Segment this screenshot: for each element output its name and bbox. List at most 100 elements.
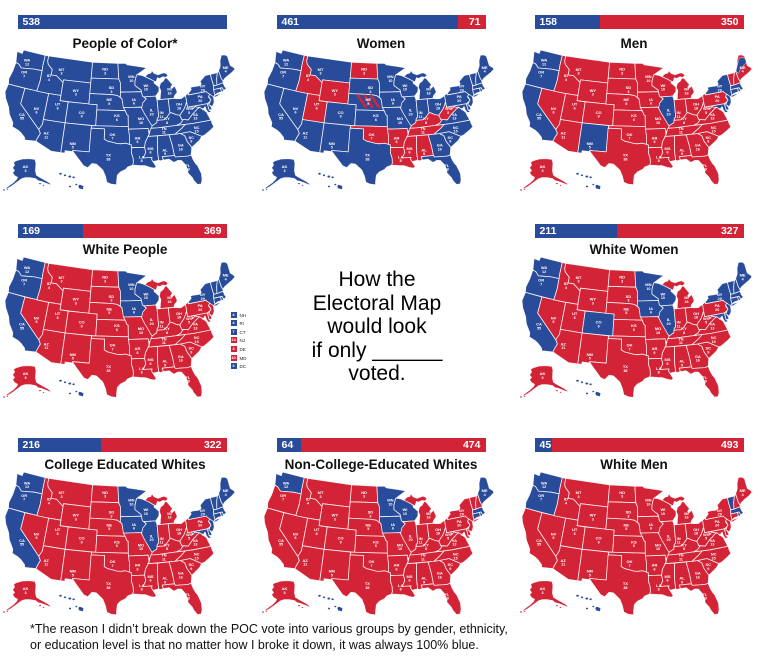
svg-text:15: 15 bbox=[712, 130, 716, 134]
svg-text:TN: TN bbox=[161, 336, 166, 341]
svg-text:8: 8 bbox=[683, 331, 685, 335]
svg-text:OR: OR bbox=[21, 492, 27, 497]
svg-text:FL: FL bbox=[702, 163, 707, 168]
svg-text:IA: IA bbox=[132, 97, 136, 102]
svg-text:5: 5 bbox=[108, 102, 110, 106]
svg-text:OH: OH bbox=[693, 102, 699, 107]
svg-text:29: 29 bbox=[186, 380, 190, 384]
svg-text:11: 11 bbox=[679, 341, 683, 345]
svg-text:CA: CA bbox=[19, 112, 25, 117]
svg-text:PA: PA bbox=[456, 94, 461, 99]
svg-text:SD: SD bbox=[109, 85, 115, 90]
svg-text:20: 20 bbox=[150, 538, 154, 542]
svg-text:LA: LA bbox=[139, 582, 144, 587]
svg-text:6: 6 bbox=[574, 316, 576, 320]
svg-text:6: 6 bbox=[136, 567, 138, 571]
svg-text:MN: MN bbox=[128, 497, 134, 502]
svg-text:20: 20 bbox=[667, 322, 671, 326]
svg-text:6: 6 bbox=[133, 102, 135, 106]
svg-text:7: 7 bbox=[23, 282, 25, 286]
svg-text:MS: MS bbox=[148, 573, 154, 578]
svg-text:10: 10 bbox=[661, 511, 665, 515]
svg-text:20: 20 bbox=[457, 523, 461, 527]
svg-text:4: 4 bbox=[306, 501, 309, 505]
svg-text:AR: AR bbox=[652, 346, 658, 351]
svg-text:MN: MN bbox=[387, 497, 393, 502]
svg-text:10: 10 bbox=[646, 287, 650, 291]
svg-text:ME: ME bbox=[481, 488, 487, 493]
svg-text:10: 10 bbox=[661, 296, 665, 300]
svg-text:6: 6 bbox=[633, 544, 635, 548]
svg-text:PA: PA bbox=[456, 518, 461, 523]
svg-text:TN: TN bbox=[161, 552, 166, 557]
svg-text:9: 9 bbox=[449, 140, 451, 144]
svg-text:WA: WA bbox=[282, 480, 289, 485]
svg-text:KS: KS bbox=[373, 113, 379, 118]
svg-text:4: 4 bbox=[565, 78, 568, 82]
svg-text:KS: KS bbox=[114, 539, 120, 544]
svg-text:OH: OH bbox=[693, 311, 699, 316]
svg-text:IN: IN bbox=[160, 535, 164, 540]
svg-text:6: 6 bbox=[653, 567, 655, 571]
svg-text:3: 3 bbox=[60, 72, 62, 76]
svg-text:WV: WV bbox=[444, 531, 451, 536]
svg-text:MN: MN bbox=[645, 497, 651, 502]
svg-text:10: 10 bbox=[388, 502, 392, 506]
svg-text:4: 4 bbox=[742, 70, 745, 74]
svg-text:CA: CA bbox=[19, 537, 25, 542]
svg-text:VA: VA bbox=[451, 537, 456, 542]
svg-text:11: 11 bbox=[420, 131, 424, 135]
svg-text:VA: VA bbox=[710, 112, 715, 117]
svg-text:10: 10 bbox=[656, 121, 660, 125]
svg-text:IL: IL bbox=[150, 533, 154, 538]
svg-text:18: 18 bbox=[435, 531, 439, 535]
svg-text:18: 18 bbox=[177, 316, 181, 320]
svg-text:GA: GA bbox=[178, 354, 184, 359]
svg-text:IN: IN bbox=[677, 535, 681, 540]
svg-text:6: 6 bbox=[35, 320, 37, 324]
svg-text:TX: TX bbox=[623, 364, 628, 369]
svg-text:6: 6 bbox=[653, 351, 655, 355]
svg-text:6: 6 bbox=[552, 320, 554, 324]
svg-text:9: 9 bbox=[164, 580, 166, 584]
svg-text:8: 8 bbox=[166, 121, 168, 125]
svg-text:MS: MS bbox=[665, 146, 671, 151]
svg-text:3: 3 bbox=[60, 495, 62, 499]
svg-text:16: 16 bbox=[167, 91, 171, 95]
svg-text:NY: NY bbox=[200, 507, 206, 512]
svg-text:NE: NE bbox=[365, 522, 371, 527]
svg-text:13: 13 bbox=[193, 326, 197, 330]
svg-text:NE: NE bbox=[365, 97, 371, 102]
svg-text:15: 15 bbox=[712, 556, 716, 560]
svg-text:MT: MT bbox=[317, 490, 323, 495]
svg-text:5: 5 bbox=[625, 527, 627, 531]
svg-text:8: 8 bbox=[166, 547, 168, 551]
svg-text:WY: WY bbox=[331, 512, 338, 517]
svg-text:8: 8 bbox=[166, 331, 168, 335]
svg-text:13: 13 bbox=[710, 326, 714, 330]
svg-text:CA: CA bbox=[278, 112, 284, 117]
svg-text:29: 29 bbox=[718, 512, 722, 516]
svg-text:4: 4 bbox=[483, 492, 486, 496]
svg-text:6: 6 bbox=[653, 140, 655, 144]
svg-text:NM: NM bbox=[70, 352, 77, 357]
svg-text:OK: OK bbox=[110, 559, 116, 564]
svg-text:UT: UT bbox=[314, 102, 320, 107]
svg-text:MN: MN bbox=[645, 282, 651, 287]
svg-text:ND: ND bbox=[361, 67, 367, 72]
svg-text:IN: IN bbox=[677, 320, 681, 325]
svg-text:13: 13 bbox=[452, 117, 456, 121]
svg-text:MI: MI bbox=[167, 510, 171, 515]
svg-text:LA: LA bbox=[656, 582, 661, 587]
svg-text:NM: NM bbox=[328, 141, 335, 146]
svg-text:12: 12 bbox=[25, 485, 29, 489]
svg-text:TN: TN bbox=[678, 336, 683, 341]
svg-text:6: 6 bbox=[650, 311, 652, 315]
svg-text:KY: KY bbox=[681, 116, 687, 121]
svg-text:6: 6 bbox=[315, 531, 317, 535]
svg-text:6: 6 bbox=[391, 526, 393, 530]
svg-text:9: 9 bbox=[707, 567, 709, 571]
svg-text:CO: CO bbox=[337, 535, 343, 540]
svg-text:8: 8 bbox=[658, 159, 660, 163]
svg-text:KS: KS bbox=[631, 539, 637, 544]
